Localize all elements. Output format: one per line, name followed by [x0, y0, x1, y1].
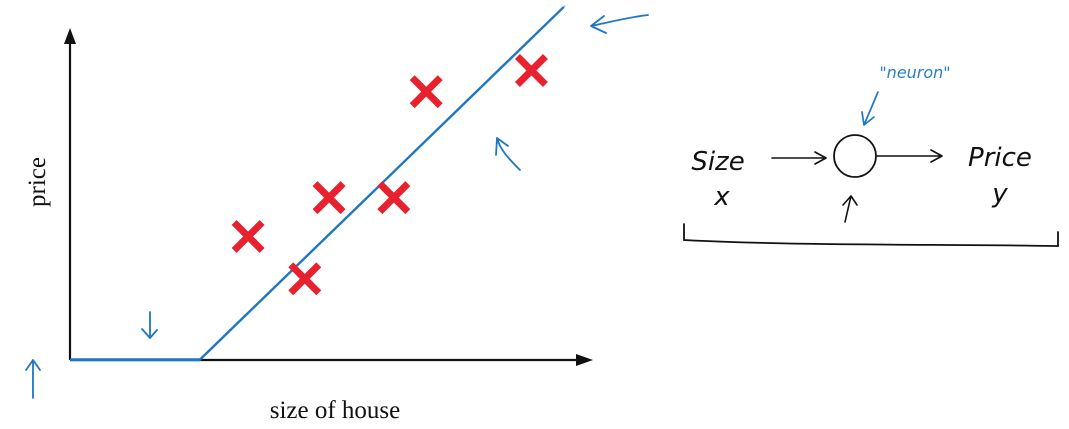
data-points	[231, 54, 548, 296]
arrow-curve-icon	[495, 137, 521, 171]
arrow-top-right-icon	[590, 14, 649, 34]
neuron-node	[833, 134, 877, 178]
y-axis-arrowhead	[64, 28, 76, 44]
input-arrow-icon	[771, 151, 827, 165]
fit-line-group	[70, 5, 566, 362]
neuron-pointer-arrow-icon	[861, 91, 879, 126]
price-plot: size of house price	[24, 5, 649, 424]
output-arrow-icon	[876, 149, 943, 163]
data-point-1	[231, 219, 265, 253]
arrow-down-icon	[141, 311, 158, 339]
neuron-label: "neuron"	[879, 63, 950, 82]
node-pointer-arrow-icon	[842, 195, 858, 223]
x-axis-label: size of house	[270, 397, 401, 424]
data-point-5	[409, 75, 443, 109]
input-label: Size	[691, 147, 744, 177]
data-point-6	[514, 54, 548, 87]
fit-line-shadow	[71, 5, 566, 359]
grouping-brace	[683, 223, 1059, 247]
x-axis-arrowhead	[576, 354, 593, 366]
arrow-up-icon	[25, 359, 41, 399]
output-variable: y	[991, 179, 1008, 209]
input-variable: x	[713, 182, 730, 212]
data-point-2	[288, 262, 322, 296]
output-label: Price	[968, 143, 1032, 173]
y-axis-label: price	[24, 157, 51, 207]
data-point-4	[377, 181, 411, 215]
neuron-diagram: "neuron" Size x Price y	[683, 63, 1059, 247]
data-point-3	[312, 181, 346, 215]
